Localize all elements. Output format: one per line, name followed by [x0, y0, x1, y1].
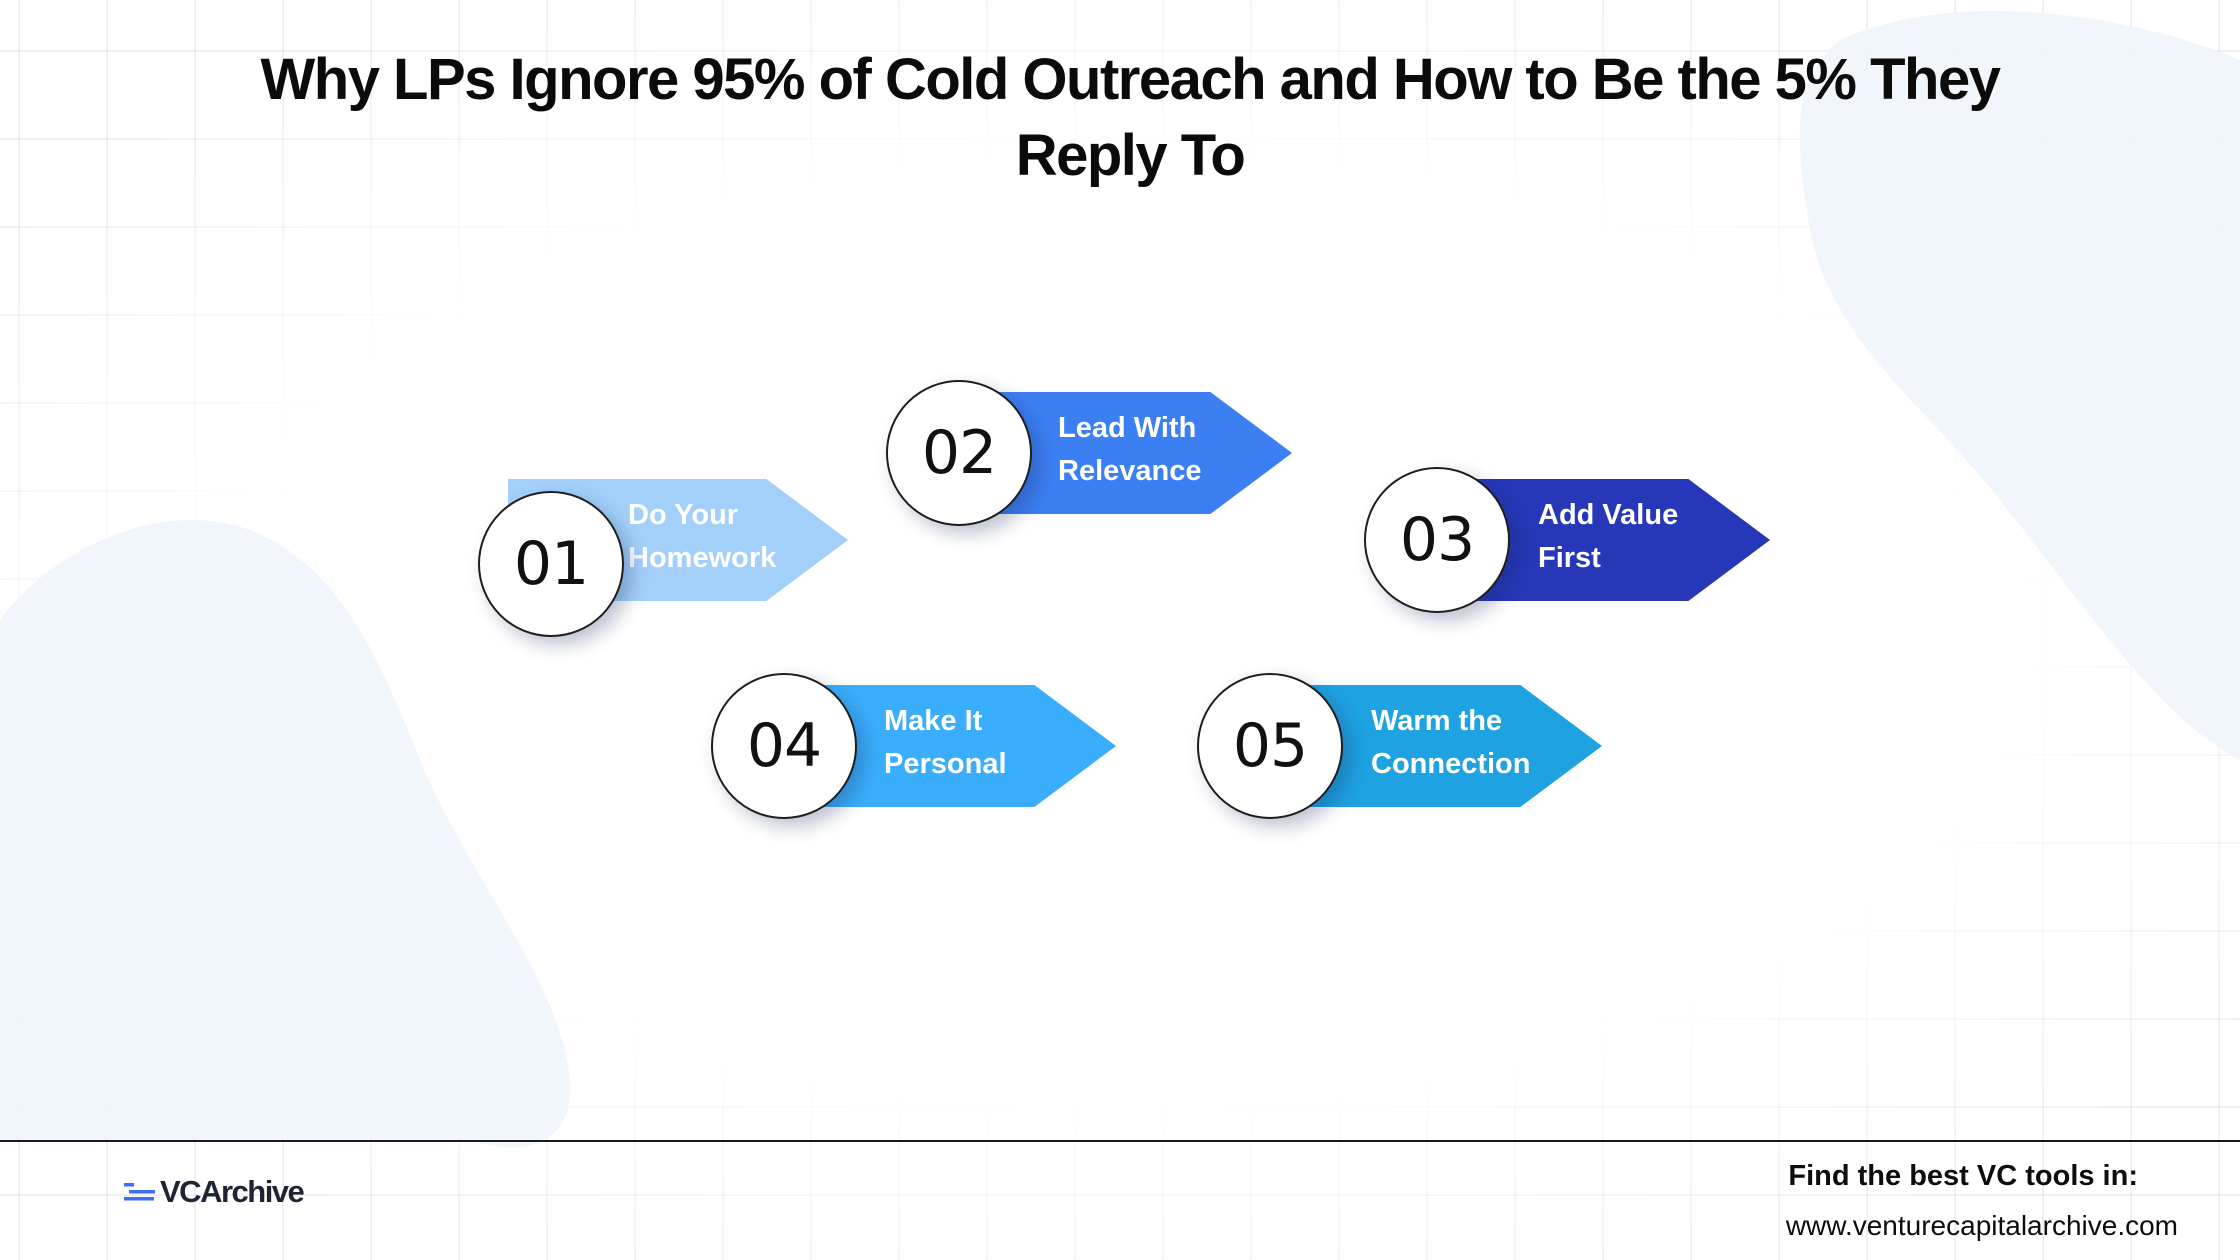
step-03-number: 03	[1364, 467, 1510, 613]
step-04-label-line2: Personal	[884, 748, 1007, 780]
footer-tagline: Find the best VC tools in:	[1788, 1160, 2138, 1192]
page-title: Why LPs Ignore 95% of Cold Outreach and …	[260, 47, 2001, 188]
step-01-label-line1: Do Your	[628, 499, 739, 531]
step-02-label-line1: Lead With	[1058, 412, 1197, 444]
step-01-label: Do Your Homework	[628, 494, 776, 580]
step-05-number: 05	[1197, 673, 1343, 819]
step-05-label: Warm the Connection	[1371, 700, 1531, 786]
step-05-label-line1: Warm the	[1371, 705, 1503, 737]
step-04-label: Make It Personal	[884, 700, 1007, 786]
step-04-number: 04	[711, 673, 857, 819]
step-04-label-line1: Make It	[884, 705, 983, 737]
vcarchive-logo[interactable]: VCArchive	[124, 1174, 305, 1210]
footer-divider	[0, 1140, 2240, 1142]
step-03-label: Add Value First	[1538, 494, 1678, 580]
step-01-number: 01	[478, 491, 624, 637]
step-02-number: 02	[886, 380, 1032, 526]
step-03-label-line1: Add Value	[1538, 499, 1679, 531]
footer-url[interactable]: www.venturecapitalarchive.com	[1785, 1210, 2178, 1241]
logo-text: VCArchive	[160, 1174, 305, 1209]
step-02-label-line2: Relevance	[1058, 455, 1202, 487]
step-02-label: Lead With Relevance	[1058, 407, 1202, 493]
step-05-label-line2: Connection	[1371, 748, 1531, 780]
step-03-label-line2: First	[1538, 542, 1601, 574]
step-01-label-line2: Homework	[628, 542, 777, 574]
logo-lines-icon	[124, 1183, 155, 1201]
